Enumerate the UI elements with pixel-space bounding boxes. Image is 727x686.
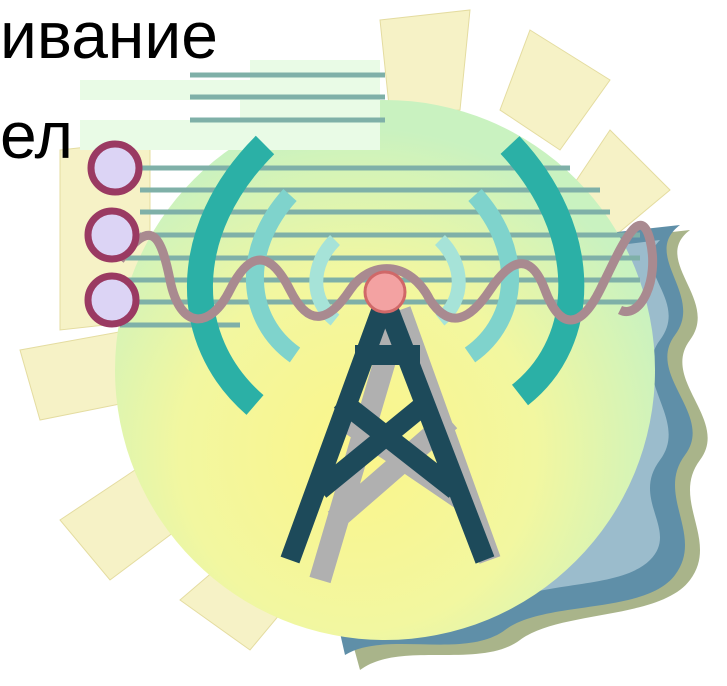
text-line: ел xyxy=(0,98,74,172)
beacon xyxy=(363,270,407,314)
tower xyxy=(280,296,495,564)
buttons xyxy=(84,140,143,328)
signal xyxy=(116,220,658,325)
text-line: ивание xyxy=(0,0,218,72)
